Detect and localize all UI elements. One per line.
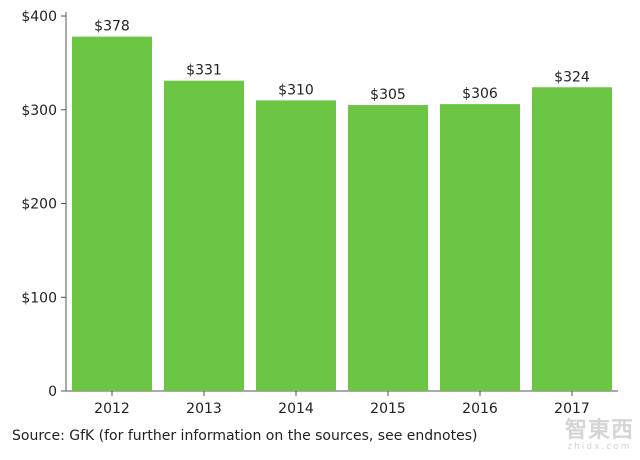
data-label-2017: $324	[554, 69, 590, 85]
bar-2012	[72, 36, 152, 391]
x-tick-label: 2014	[278, 401, 314, 417]
x-tick-label: 2015	[370, 401, 406, 417]
x-tick-label: 2013	[186, 401, 222, 417]
bar-2016	[440, 104, 520, 391]
bar-2015	[348, 105, 428, 391]
data-label-2015: $305	[370, 87, 406, 103]
watermark-main: 智東西	[564, 418, 634, 443]
data-label-2014: $310	[278, 82, 314, 98]
y-tick-label: $100	[21, 290, 57, 306]
data-label-2012: $378	[94, 19, 130, 35]
y-tick-label: $300	[21, 103, 57, 119]
y-axis: 0 $100 $200 $300 $400	[21, 9, 67, 400]
bar-2013	[164, 80, 244, 391]
bars	[72, 36, 612, 391]
y-tick-label: $200	[21, 197, 57, 213]
x-tick-label: 2017	[554, 401, 590, 417]
x-axis: 2012 2013 2014 2015 2016 2017	[66, 390, 618, 417]
x-tick-label: 2012	[94, 401, 130, 417]
bar-2017	[532, 87, 612, 391]
source-note: Source: GfK (for further information on …	[12, 428, 478, 444]
data-labels: $378 $331 $310 $305 $306 $324	[94, 19, 590, 103]
x-tick-label: 2016	[462, 401, 498, 417]
data-label-2013: $331	[186, 63, 222, 79]
y-tick-label: $400	[21, 9, 57, 25]
data-label-2016: $306	[462, 86, 498, 102]
watermark-sub: zhidx.com	[567, 442, 632, 452]
bar-2014	[256, 100, 336, 391]
y-tick-label: 0	[48, 384, 57, 400]
watermark-logo: 智東西 zhidx.com	[565, 420, 634, 452]
